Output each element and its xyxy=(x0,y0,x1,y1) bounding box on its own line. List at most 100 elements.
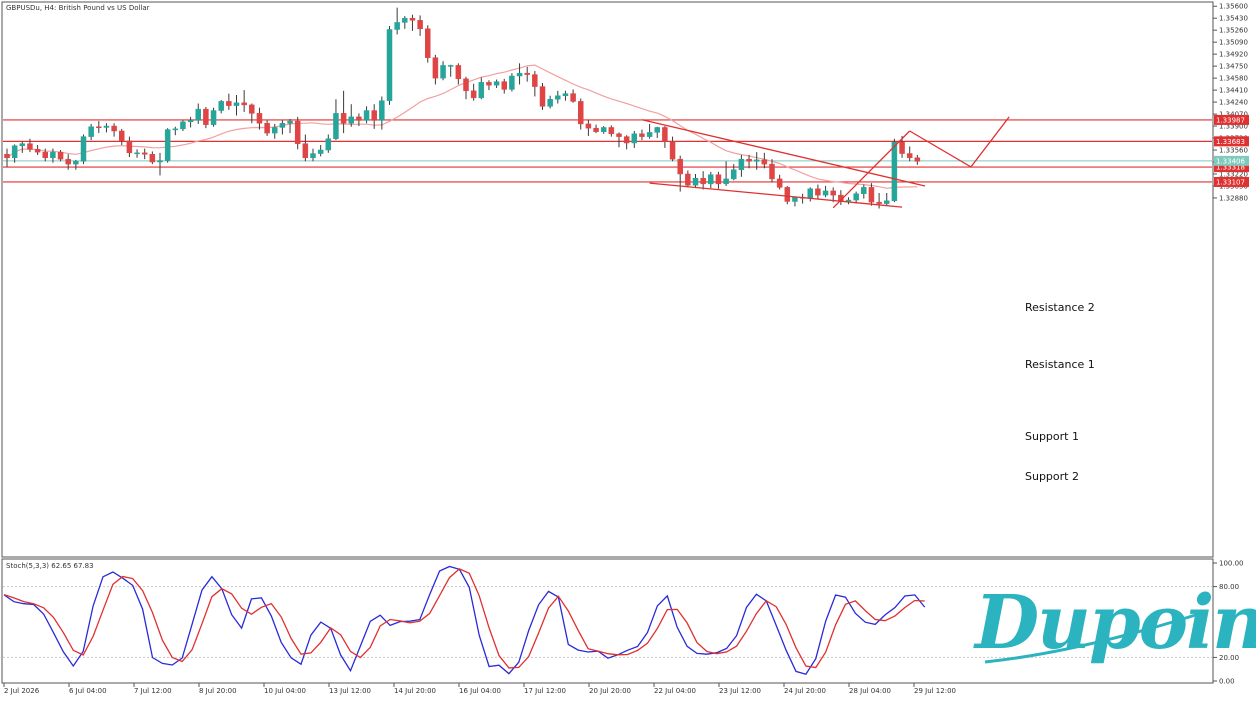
resistance-1-label: Resistance 1 xyxy=(1025,358,1095,371)
trend-annotations xyxy=(641,116,1010,209)
price-tick-label: 1.35600 xyxy=(1219,3,1248,11)
candle-up xyxy=(509,75,515,90)
candle-down xyxy=(57,151,64,160)
stochastic-tick-label: 80.00 xyxy=(1219,583,1239,591)
candle-up xyxy=(654,127,660,133)
candle-up xyxy=(348,116,354,124)
candle-down xyxy=(868,187,875,203)
candle-down xyxy=(486,82,492,86)
candle-up xyxy=(11,145,18,159)
candle-down xyxy=(425,28,431,58)
candle-down xyxy=(119,130,125,142)
candle-down xyxy=(249,104,255,114)
wedge-upper-trendline xyxy=(641,119,926,187)
candle-down xyxy=(501,81,507,90)
candle-down xyxy=(111,125,117,132)
candle-up xyxy=(279,122,286,128)
time-tick-label: 22 Jul 04:00 xyxy=(654,687,696,695)
candle-down xyxy=(914,157,921,162)
time-tick-label: 24 Jul 20:00 xyxy=(784,687,826,695)
price-tick-label: 1.33560 xyxy=(1219,147,1248,155)
stochastic-tick-label: 0.00 xyxy=(1219,678,1235,686)
candle-up xyxy=(157,160,163,163)
stochastic-main-line xyxy=(3,565,926,675)
price-tick-label: 1.34580 xyxy=(1219,75,1248,83)
candle-up xyxy=(753,159,760,162)
candle-down xyxy=(409,17,416,21)
impulse-line xyxy=(832,130,911,209)
candle-down xyxy=(570,93,576,102)
candle-down xyxy=(899,142,905,154)
candle-down xyxy=(532,74,538,87)
candle-down xyxy=(700,177,706,185)
candle-up xyxy=(325,138,332,151)
candle-down xyxy=(432,57,439,79)
dupoin-logo: Dupoin xyxy=(973,580,1256,666)
price-tick-label: 1.34070 xyxy=(1219,111,1248,119)
candle-up xyxy=(363,110,370,121)
candle-down xyxy=(539,86,546,107)
candle-up xyxy=(792,196,798,202)
candle-up xyxy=(379,100,385,121)
candle-down xyxy=(302,143,309,159)
candle-up xyxy=(493,81,500,86)
chart-title: GBPUSDu, H4: British Pound vs US Dollar xyxy=(6,4,150,12)
candle-up xyxy=(103,125,110,128)
price-tick-label: 1.34750 xyxy=(1219,63,1248,71)
candle-down xyxy=(42,151,48,159)
candle-down xyxy=(578,101,584,125)
candle-up xyxy=(845,199,852,202)
time-tick-label: 28 Jul 04:00 xyxy=(849,687,891,695)
price-tick-label: 1.33900 xyxy=(1219,123,1248,131)
candle-down xyxy=(662,127,668,142)
candle-down xyxy=(264,122,270,134)
candle-up xyxy=(218,101,224,111)
candle-up xyxy=(233,102,240,106)
candle-down xyxy=(784,187,791,202)
candle-down xyxy=(470,90,477,99)
candle-down xyxy=(685,173,691,186)
price-tag-box xyxy=(1214,114,1249,125)
price-tag-box xyxy=(1214,155,1249,166)
candle-up xyxy=(80,136,87,162)
candle-down xyxy=(524,72,530,75)
candle-down xyxy=(463,78,469,92)
candle-down xyxy=(417,20,423,30)
candle-up xyxy=(861,187,867,194)
candle-up xyxy=(402,17,408,23)
candle-up xyxy=(891,142,898,202)
candle-up xyxy=(195,108,201,121)
candle-down xyxy=(906,153,913,159)
price-tag-label: 1.33683 xyxy=(1216,138,1245,146)
candle-up xyxy=(631,133,638,144)
candle-down xyxy=(256,113,263,124)
price-tick-label: 1.34920 xyxy=(1219,51,1248,59)
candle-down xyxy=(608,127,615,135)
candle-down xyxy=(593,127,599,132)
moving-average-line xyxy=(6,64,918,189)
price-tick-label: 1.35090 xyxy=(1219,39,1248,47)
candle-up xyxy=(731,169,737,180)
candle-up xyxy=(807,188,813,199)
time-tick-label: 16 Jul 04:00 xyxy=(459,687,501,695)
candle-down xyxy=(126,140,133,154)
candle-up xyxy=(317,149,324,154)
candle-down xyxy=(96,126,102,129)
candle-up xyxy=(287,120,293,124)
candle-down xyxy=(4,153,10,159)
candle-down xyxy=(294,120,301,144)
price-tick-label: 1.35430 xyxy=(1219,15,1248,23)
price-axis: 1.35600 1.35430 1.35260 1.35090 1.34920 1.347… xyxy=(1213,3,1248,202)
candle-up xyxy=(738,158,745,171)
candle-up xyxy=(386,29,393,101)
stochastic-lines xyxy=(3,565,926,675)
price-tick-label: 1.35260 xyxy=(1219,27,1248,35)
time-tick-label: 20 Jul 20:00 xyxy=(589,687,631,695)
candle-down xyxy=(769,163,775,180)
main-pane-frame xyxy=(1,1,1214,558)
candle-up xyxy=(333,113,339,139)
candle-up xyxy=(547,99,553,107)
time-tick-label: 13 Jul 12:00 xyxy=(329,687,371,695)
candle-up xyxy=(172,128,179,131)
candle-up xyxy=(447,65,454,67)
